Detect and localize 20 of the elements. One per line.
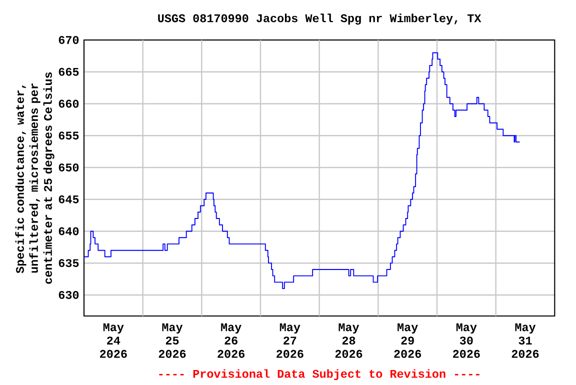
x-tick-label: May 24 2026 bbox=[100, 324, 127, 358]
text: ---- Provisional Data Subject to Revision ---- bbox=[159, 369, 480, 380]
y-tick-label: 630 bbox=[58, 291, 79, 300]
y-axis-title: Specific conductance, water, unfiltered, microsiemens per centimeter at 25 degrees Celsius bbox=[15, 72, 54, 284]
x-tick-label: May 25 2026 bbox=[158, 324, 186, 358]
y-tick-label: 645 bbox=[58, 196, 79, 204]
x-tick-label: May 29 2026 bbox=[394, 324, 421, 358]
x-tick-label: May 31 2026 bbox=[512, 324, 539, 358]
y-tick-label: 660 bbox=[58, 100, 79, 108]
y-tick-label: 650 bbox=[58, 164, 79, 172]
y-tick-label: 670 bbox=[58, 36, 79, 44]
chart-title: USGS 08170990 Jacobs Well Spg nr Wimberley, TX bbox=[158, 14, 482, 25]
x-tick-label: May 28 2026 bbox=[335, 324, 362, 358]
y-tick-label: 665 bbox=[58, 68, 79, 76]
x-tick-label: May 27 2026 bbox=[276, 324, 304, 358]
x-tick-label: May 30 2026 bbox=[453, 324, 480, 358]
x-tick-label: May 26 2026 bbox=[218, 324, 244, 358]
y-tick-label: 640 bbox=[58, 227, 79, 236]
y-tick-label: 635 bbox=[58, 259, 79, 268]
y-tick-label: 655 bbox=[58, 132, 79, 140]
